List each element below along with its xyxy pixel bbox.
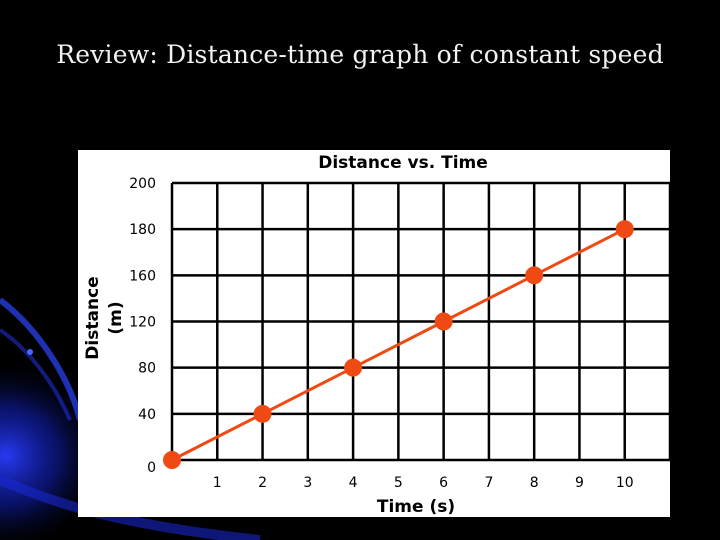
swoosh-curve-1 bbox=[0, 297, 83, 421]
y-tick-label: 180 bbox=[129, 222, 156, 238]
swoosh-dot bbox=[27, 349, 33, 355]
x-tick-label: 10 bbox=[616, 475, 634, 491]
x-tick-label: 8 bbox=[530, 475, 539, 491]
swoosh-curve-2 bbox=[0, 328, 72, 421]
grid bbox=[170, 181, 670, 462]
x-tick-label: 9 bbox=[575, 475, 584, 491]
x-axis-label: Time (s) bbox=[377, 497, 455, 517]
x-tick-labels: 1 2 3 4 5 6 7 8 9 10 bbox=[213, 475, 634, 491]
y-tick-label: 0 bbox=[147, 460, 156, 476]
distance-time-chart: Distance vs. Time 0 40 80 120 160 180 200 1 2 3 4… bbox=[83, 153, 670, 517]
data-point bbox=[615, 220, 634, 239]
y-axis-label-line1: Distance bbox=[83, 276, 103, 359]
x-tick-label: 6 bbox=[439, 475, 448, 491]
x-tick-label: 1 bbox=[213, 475, 222, 491]
x-tick-label: 5 bbox=[394, 475, 403, 491]
y-tick-label: 80 bbox=[138, 361, 156, 377]
y-tick-label: 200 bbox=[129, 176, 156, 192]
data-point bbox=[434, 312, 453, 331]
chart-title: Distance vs. Time bbox=[318, 153, 488, 173]
chart-panel: Distance vs. Time 0 40 80 120 160 180 200 1 2 3 4… bbox=[78, 150, 670, 517]
series-line bbox=[171, 227, 626, 462]
slide-title: Review: Distance-time graph of constant … bbox=[56, 40, 664, 69]
data-point bbox=[525, 266, 544, 285]
data-point bbox=[253, 404, 272, 423]
x-tick-label: 4 bbox=[349, 475, 358, 491]
y-tick-label: 160 bbox=[129, 268, 156, 284]
data-point bbox=[344, 358, 363, 377]
y-tick-label: 40 bbox=[138, 407, 156, 423]
data-series bbox=[163, 220, 634, 469]
x-tick-label: 2 bbox=[258, 475, 267, 491]
y-tick-label: 120 bbox=[129, 315, 156, 331]
data-point bbox=[163, 451, 181, 469]
y-axis-label-line2: (m) bbox=[106, 301, 126, 334]
y-tick-labels: 0 40 80 120 160 180 200 bbox=[129, 176, 156, 476]
x-tick-label: 7 bbox=[484, 475, 493, 491]
x-tick-label: 3 bbox=[303, 475, 312, 491]
